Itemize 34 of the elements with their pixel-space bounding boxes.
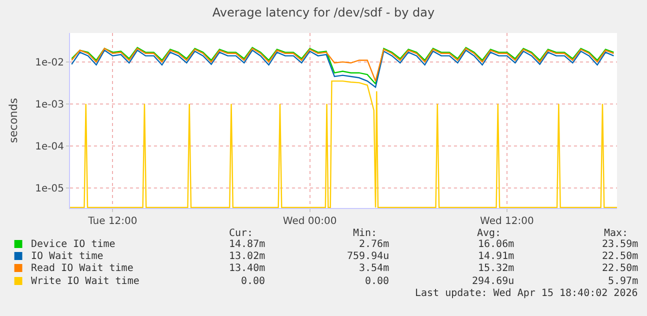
legend-label: Read IO Wait time [31, 263, 134, 274]
legend-label: Device IO time [31, 239, 116, 250]
text: 23.59m [602, 239, 638, 250]
y-tick-label: 1e-03 [35, 99, 64, 110]
y-tick-label: 1e-05 [35, 183, 64, 194]
text: 5.97m [608, 276, 638, 287]
x-tick-label: Wed 00:00 [282, 216, 337, 227]
y-tick-label: 1e-02 [35, 57, 64, 68]
text: 2.76m [359, 239, 390, 250]
text: 16.06m [478, 239, 514, 250]
text: 759.94u [347, 251, 390, 262]
x-tick-label: Tue 12:00 [87, 216, 138, 227]
text: 15.32m [478, 263, 514, 274]
legend-label: IO Wait time [31, 251, 104, 262]
text: 3.54m [359, 263, 390, 274]
text: 294.69u [472, 276, 514, 287]
legend-label: Write IO Wait time [31, 276, 140, 287]
text: Max: [604, 228, 628, 239]
x-tick-label: Wed 12:00 [480, 216, 534, 227]
chart-title: Average latency for /dev/sdf - by day [212, 5, 435, 20]
y-tick-label: 1e-04 [35, 141, 64, 152]
text: 0.00 [241, 276, 266, 287]
text: 14.91m [478, 251, 514, 262]
text: 0.00 [365, 276, 390, 287]
y-axis-title: seconds [6, 98, 20, 143]
text: 22.50m [602, 263, 638, 274]
text: Cur: [229, 228, 254, 239]
text: 13.40m [229, 263, 266, 274]
text: Avg: [477, 228, 502, 239]
text: 22.50m [602, 251, 638, 262]
text: Min: [353, 228, 378, 239]
text: Last update: Wed Apr 15 18:40:02 2026 [415, 288, 638, 299]
text: 13.02m [229, 251, 266, 262]
text: 14.87m [229, 239, 266, 250]
